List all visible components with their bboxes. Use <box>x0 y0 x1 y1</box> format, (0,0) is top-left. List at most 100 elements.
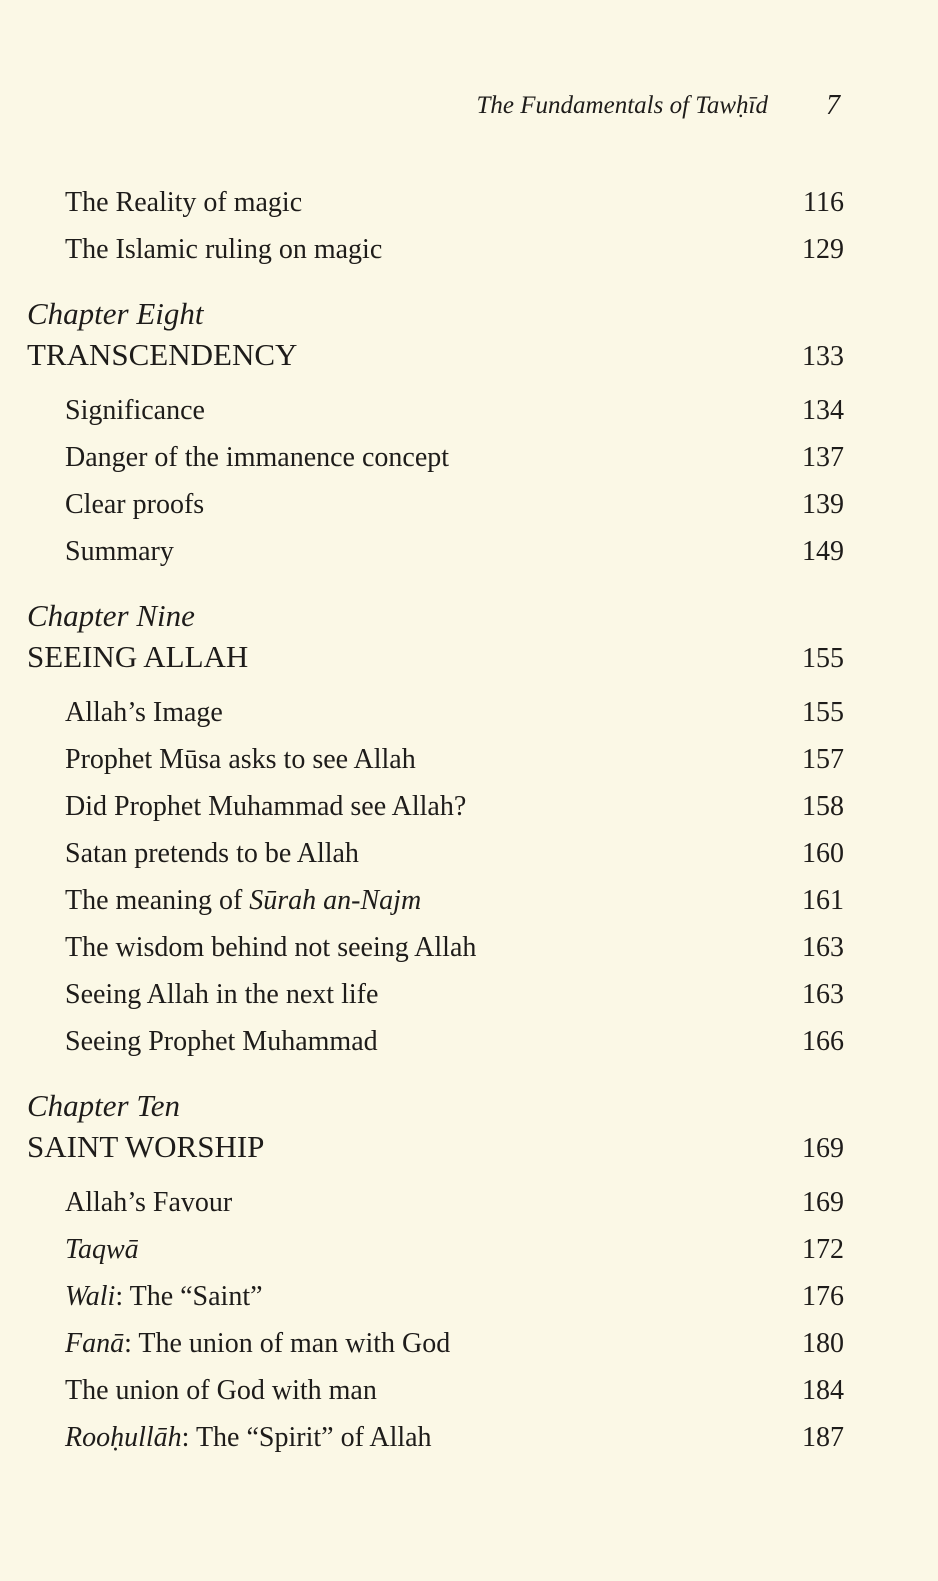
entry-page-number: 157 <box>802 744 844 775</box>
entry-page-number: 180 <box>802 1328 844 1359</box>
entry-page-number: 134 <box>802 395 844 426</box>
toc-entry: Taqwā 172 <box>0 1230 938 1277</box>
entry-text: Seeing Prophet Muhammad <box>65 1026 378 1057</box>
toc-section: Chapter Eight TRANSCENDENCY 133 Significanc… <box>0 294 938 579</box>
entry-title: The meaning of Sūrah an-Najm <box>65 881 421 921</box>
chapter-title: SEEING ALLAH <box>27 639 249 674</box>
entry-title: Significance <box>65 391 205 431</box>
toc-entry: Prophet Mūsa asks to see Allah 157 <box>0 740 938 787</box>
chapter-label: Chapter Ten <box>27 1088 181 1123</box>
toc-entry: The Islamic ruling on magic 129 <box>0 230 938 277</box>
toc-entry: Seeing Prophet Muhammad 166 <box>0 1022 938 1069</box>
toc-entry: Seeing Allah in the next life 163 <box>0 975 938 1022</box>
entry-page-number: 160 <box>802 838 844 869</box>
entry-text: The meaning of <box>65 885 250 916</box>
entry-text: Clear proofs <box>65 489 205 520</box>
toc-entry: Satan pretends to be Allah 160 <box>0 834 938 881</box>
chapter-page-number: 169 <box>802 1133 844 1164</box>
entry-text: Summary <box>65 536 174 567</box>
entry-title: Rooḥullāh: The “Spirit” of Allah <box>65 1418 432 1458</box>
entry-page-number: 166 <box>802 1026 844 1057</box>
entry-text: Allah’s Image <box>65 697 223 728</box>
entry-title: Did Prophet Muhammad see Allah? <box>65 787 466 827</box>
toc-entry: Significance 134 <box>0 391 938 438</box>
entry-title: Clear proofs <box>65 485 204 525</box>
entry-title: The union of God with man <box>65 1371 377 1411</box>
chapter-page-number: 133 <box>802 341 844 372</box>
entry-page-number: 161 <box>802 885 844 916</box>
entry-text: The union of God with man <box>65 1375 377 1406</box>
entry-text: Danger of the immanence concept <box>65 442 450 473</box>
entry-title: The Reality of magic <box>65 183 302 223</box>
entry-title: Seeing Prophet Muhammad <box>65 1022 378 1062</box>
entry-title: Wali: The “Saint” <box>65 1277 263 1317</box>
running-header: The Fundamentals of Tawḥīd 7 <box>0 90 938 132</box>
entry-text: Satan pretends to be Allah <box>65 838 359 869</box>
table-of-contents: The Reality of magic 116 The Islamic rulin… <box>0 183 938 1465</box>
entry-text: Did Prophet Muhammad see Allah? <box>65 791 467 822</box>
entry-page-number: 163 <box>802 932 844 963</box>
entry-text: : The “Saint” <box>115 1281 263 1312</box>
italic-term: Fanā <box>65 1328 125 1359</box>
entry-text: : The union of man with God <box>124 1328 451 1359</box>
italic-term: Taqwā <box>65 1234 139 1265</box>
chapter-label: Chapter Nine <box>27 598 195 633</box>
italic-term: Rooḥullāh <box>65 1422 182 1453</box>
toc-entry: Wali: The “Saint” 176 <box>0 1277 938 1324</box>
entry-page-number: 184 <box>802 1375 844 1406</box>
page-number: 7 <box>826 90 840 121</box>
chapter-title-row: SEEING ALLAH 155 <box>0 637 938 693</box>
chapter-title-row: SAINT WORSHIP 169 <box>0 1127 938 1183</box>
toc-entry: The union of God with man 184 <box>0 1371 938 1418</box>
entry-page-number: 176 <box>802 1281 844 1312</box>
entry-title: Fanā: The union of man with God <box>65 1324 450 1364</box>
toc-entry: Danger of the immanence concept 137 <box>0 438 938 485</box>
toc-section: The Reality of magic 116 The Islamic rulin… <box>0 183 938 277</box>
italic-term: Sūrah an-Najm <box>249 885 422 916</box>
entry-page-number: 116 <box>803 187 844 218</box>
chapter-label: Chapter Eight <box>27 296 204 331</box>
entry-page-number: 172 <box>802 1234 844 1265</box>
chapter-title: TRANSCENDENCY <box>27 337 298 372</box>
entry-page-number: 187 <box>802 1422 844 1453</box>
toc-entry: Allah’s Image 155 <box>0 693 938 740</box>
entry-page-number: 129 <box>802 234 844 265</box>
toc-entry: Fanā: The union of man with God 180 <box>0 1324 938 1371</box>
toc-entry: Rooḥullāh: The “Spirit” of Allah 187 <box>0 1418 938 1465</box>
chapter-title-row: TRANSCENDENCY 133 <box>0 335 938 391</box>
entry-page-number: 137 <box>802 442 844 473</box>
toc-entry: Allah’s Favour 169 <box>0 1183 938 1230</box>
entry-text: Significance <box>65 395 205 426</box>
entry-title: Satan pretends to be Allah <box>65 834 359 874</box>
entry-title: The wisdom behind not seeing Allah <box>65 928 476 968</box>
entry-title: Taqwā <box>65 1230 139 1270</box>
entry-page-number: 163 <box>802 979 844 1010</box>
running-title: The Fundamentals of Tawḥīd <box>476 92 768 119</box>
toc-entry: Summary 149 <box>0 532 938 579</box>
entry-text: Seeing Allah in the next life <box>65 979 379 1010</box>
entry-text: The Reality of magic <box>65 187 303 218</box>
toc-section: Chapter Nine SEEING ALLAH 155 Allah’s Image… <box>0 596 938 1069</box>
entry-title: Seeing Allah in the next life <box>65 975 378 1015</box>
toc-entry: The wisdom behind not seeing Allah 163 <box>0 928 938 975</box>
entry-text: Allah’s Favour <box>65 1187 233 1218</box>
entry-page-number: 169 <box>802 1187 844 1218</box>
toc-section: Chapter Ten SAINT WORSHIP 169 Allah’s Favou… <box>0 1086 938 1465</box>
entry-title: Prophet Mūsa asks to see Allah <box>65 740 416 780</box>
toc-entry: The Reality of magic 116 <box>0 183 938 230</box>
toc-entry: Did Prophet Muhammad see Allah? 158 <box>0 787 938 834</box>
entry-title: Allah’s Favour <box>65 1183 232 1223</box>
chapter-title: SAINT WORSHIP <box>27 1129 265 1164</box>
entry-page-number: 158 <box>802 791 844 822</box>
entry-page-number: 139 <box>802 489 844 520</box>
toc-entry: The meaning of Sūrah an-Najm 161 <box>0 881 938 928</box>
entry-text: : The “Spirit” of Allah <box>181 1422 432 1453</box>
entry-text: Prophet Mūsa asks to see Allah <box>65 744 416 775</box>
entry-title: The Islamic ruling on magic <box>65 230 382 270</box>
entry-page-number: 155 <box>802 697 844 728</box>
entry-text: The wisdom behind not seeing Allah <box>65 932 477 963</box>
entry-title: Allah’s Image <box>65 693 223 733</box>
toc-entry: Clear proofs 139 <box>0 485 938 532</box>
italic-term: Wali <box>65 1281 116 1312</box>
entry-text: The Islamic ruling on magic <box>65 234 383 265</box>
